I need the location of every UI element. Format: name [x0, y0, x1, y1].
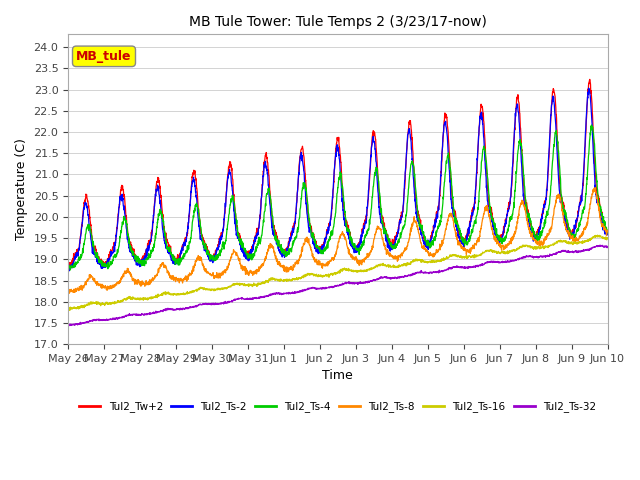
Title: MB Tule Tower: Tule Temps 2 (3/23/17-now): MB Tule Tower: Tule Temps 2 (3/23/17-now… [189, 15, 487, 29]
Y-axis label: Temperature (C): Temperature (C) [15, 138, 28, 240]
X-axis label: Time: Time [323, 370, 353, 383]
Text: MB_tule: MB_tule [76, 50, 132, 63]
Legend: Tul2_Tw+2, Tul2_Ts-2, Tul2_Ts-4, Tul2_Ts-8, Tul2_Ts-16, Tul2_Ts-32: Tul2_Tw+2, Tul2_Ts-2, Tul2_Ts-4, Tul2_Ts… [76, 397, 600, 417]
